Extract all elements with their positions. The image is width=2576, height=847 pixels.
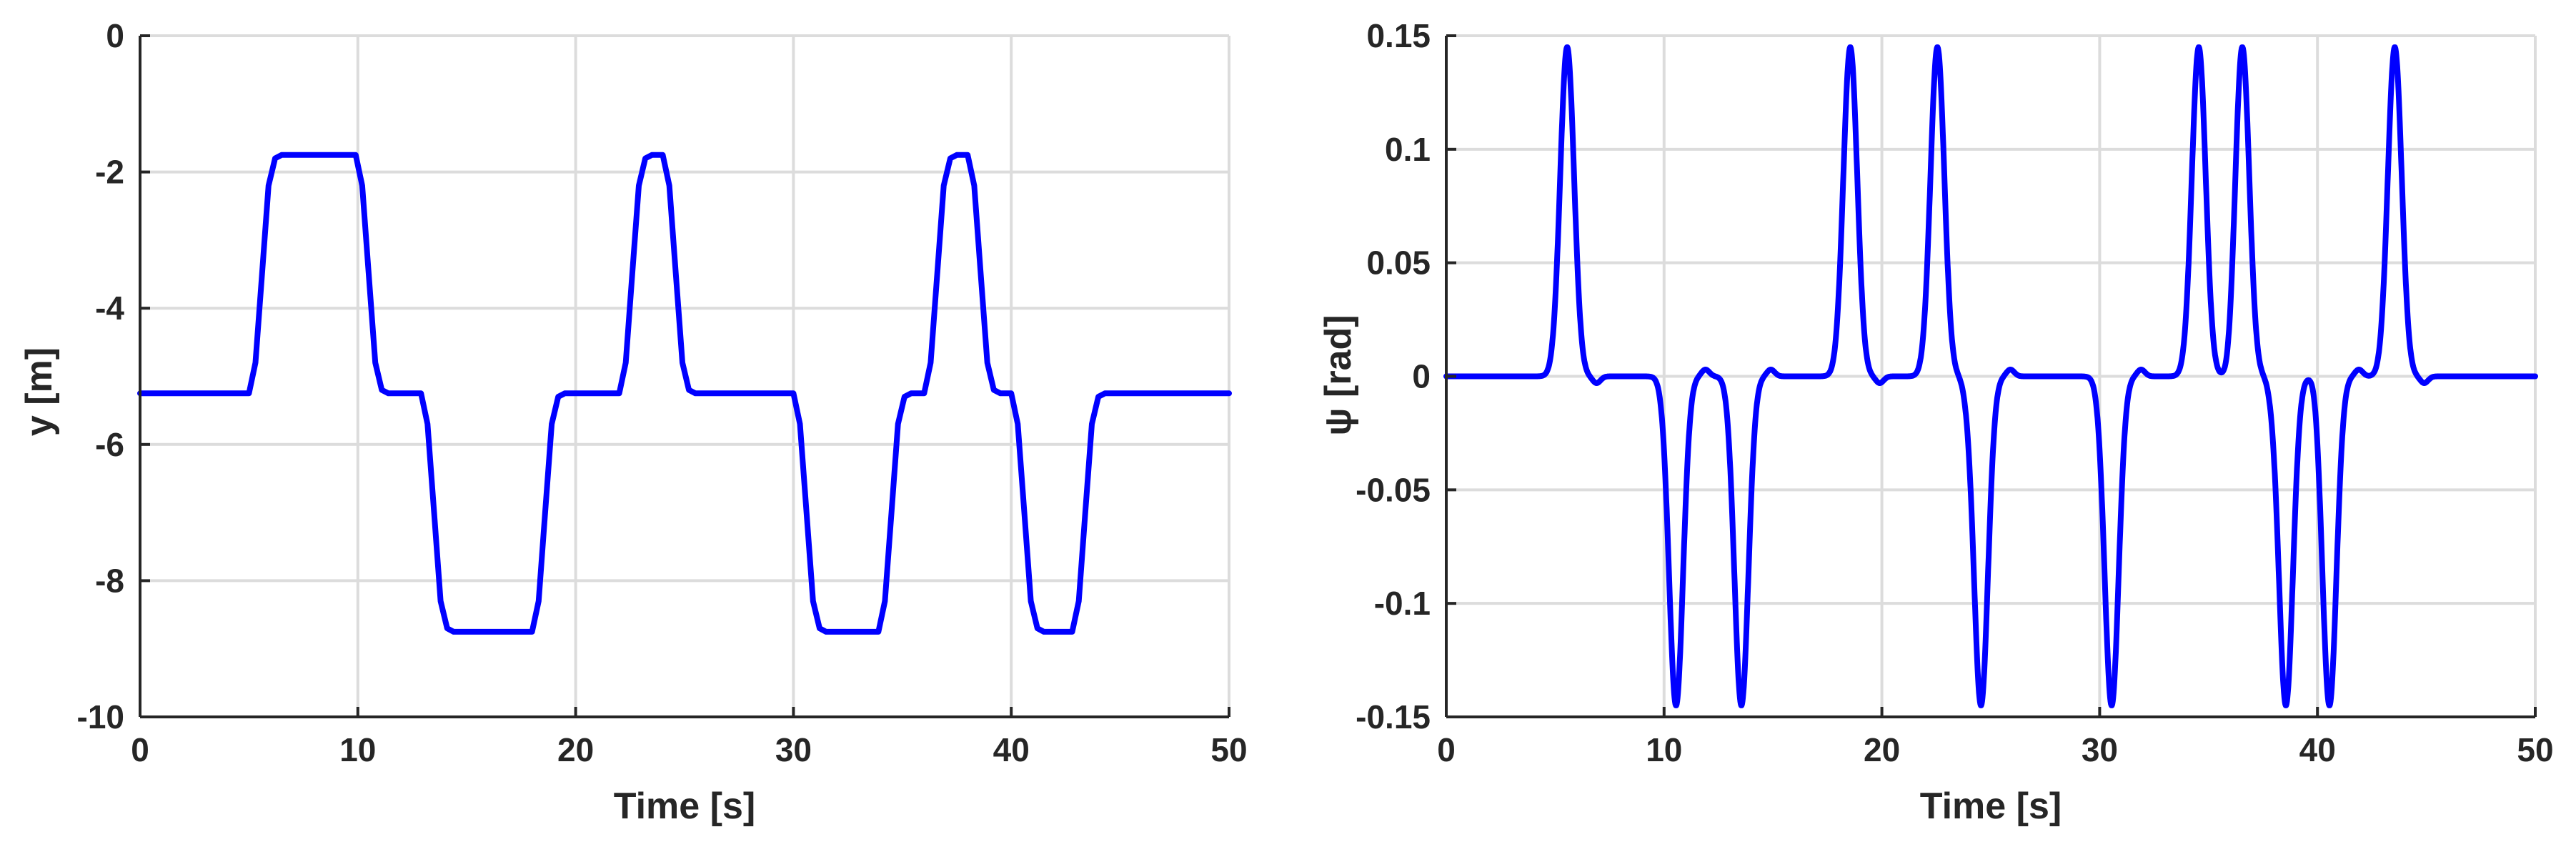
x-tick-label: 10 [339,731,376,768]
y-tick-label: -0.05 [1356,471,1431,508]
x-tick-label: 40 [993,731,1030,768]
y-tick-label: -4 [95,289,124,327]
x-tick-label: 0 [131,731,149,768]
heading-angle-chart: 0 10 20 30 40 50 -0.15 -0.1 -0.05 0 0.05 0.1 0.15 Ti… [1318,17,2554,827]
y-tick-label: 0.1 [1385,131,1431,168]
y-tick-label: -8 [95,562,124,599]
x-tick-label: 50 [1210,731,1247,768]
x-axis-label: Time [s] [614,786,755,827]
y-tick-label: -6 [95,426,124,463]
series-line [137,152,1232,635]
y-tick-label: 0 [106,17,124,54]
y-tick-label: 0 [1412,358,1431,395]
y-axis-label: ψ [rad] [1318,314,1359,435]
y-axis-label: y [m] [19,347,60,436]
y-tick-label: -0.15 [1356,698,1431,735]
x-tick-label: 20 [557,731,594,768]
y-tick-label: 0.15 [1366,17,1431,54]
x-tick-label: 0 [1437,731,1456,768]
y-tick-label: -0.1 [1374,585,1431,622]
y-tick-label: -10 [77,698,124,735]
y-tick-label: -2 [95,154,124,191]
x-tick-label: 20 [1864,731,1900,768]
x-tick-label: 30 [2082,731,2118,768]
x-tick-label: 50 [2517,731,2553,768]
y-tick-label: 0.05 [1366,244,1431,282]
x-axis-label: Time [s] [1920,786,2062,827]
x-tick-label: 30 [775,731,812,768]
y-position-chart: 0 10 20 30 40 50 -10 -8 -6 -4 -2 0 Time [s] y [m] [19,17,1248,827]
x-tick-label: 10 [1646,731,1682,768]
series-line [1443,44,2538,708]
x-tick-label: 40 [2299,731,2336,768]
